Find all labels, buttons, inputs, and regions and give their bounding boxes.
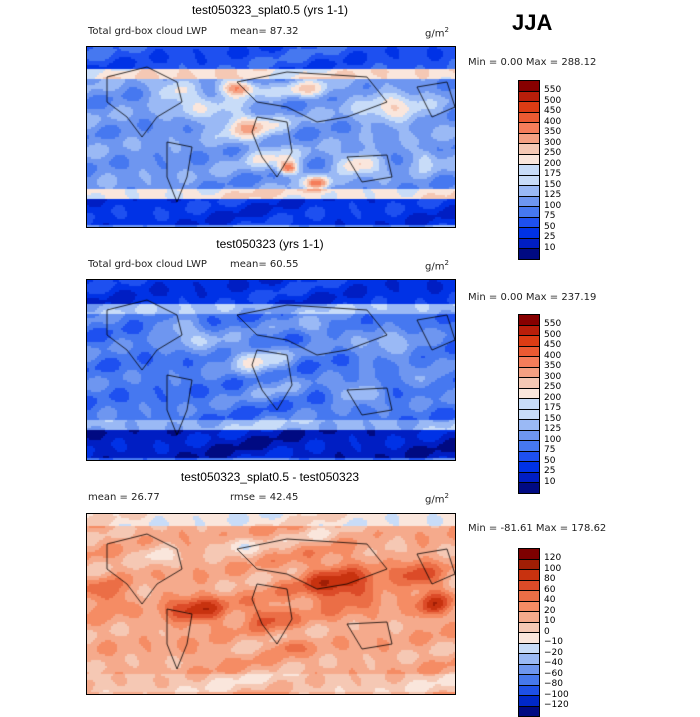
colorbar-tick-label: 10 <box>544 478 555 487</box>
colorbar-tick-label: 200 <box>544 394 561 403</box>
colorbar-tick-label: 125 <box>544 191 561 200</box>
panel-1-units-exp: 2 <box>444 26 448 34</box>
panel-1-field-canvas <box>87 47 455 227</box>
colorbar-tick-label: 100 <box>544 436 561 445</box>
colorbar-tick-label: −80 <box>544 680 563 689</box>
panel-2-map <box>86 279 456 461</box>
colorbar-tick-label: 20 <box>544 607 555 616</box>
panel-3-minmax: Min = -81.61 Max = 178.62 <box>468 523 606 534</box>
panel-3-mean: mean = 26.77 <box>88 492 160 503</box>
colorbar-tick-label: 80 <box>544 575 555 584</box>
colorbar-tick-label: 25 <box>544 233 555 242</box>
panel-2-mean: mean= 60.55 <box>230 259 299 270</box>
panel-1-mean: mean= 87.32 <box>230 26 299 37</box>
colorbar-tick-label: 40 <box>544 596 555 605</box>
panel-1-units-base: g/m <box>425 28 444 39</box>
panel-2-minmax: Min = 0.00 Max = 237.19 <box>468 292 596 303</box>
colorbar-tick-label: 125 <box>544 425 561 434</box>
panel-2-units-exp: 2 <box>444 259 448 267</box>
colorbar-tick-label: 60 <box>544 586 555 595</box>
colorbar-tick-label: −60 <box>544 670 563 679</box>
colorbar-box <box>518 706 540 717</box>
panel-1-title: test050323_splat0.5 (yrs 1-1) <box>0 3 540 17</box>
colorbar-tick-label: 450 <box>544 107 561 116</box>
colorbar-tick-label: −120 <box>544 701 569 710</box>
panel-3-units-exp: 2 <box>444 492 448 500</box>
panel-2-units-base: g/m <box>425 261 444 272</box>
colorbar-tick-label: 200 <box>544 160 561 169</box>
colorbar-tick-label: −10 <box>544 638 563 647</box>
panel-3-title: test050323_splat0.5 - test050323 <box>0 470 540 484</box>
colorbar-tick-label: 550 <box>544 86 561 95</box>
colorbar-tick-label: −20 <box>544 649 563 658</box>
colorbar-tick-label: 75 <box>544 446 555 455</box>
panel-3-units: g/m2 <box>425 492 449 505</box>
colorbar-tick-label: 300 <box>544 373 561 382</box>
panel-3-rmse: rmse = 42.45 <box>230 492 298 503</box>
colorbar-tick-label: −40 <box>544 659 563 668</box>
colorbar-tick-label: 150 <box>544 181 561 190</box>
colorbar-tick-label: 10 <box>544 617 555 626</box>
colorbar-tick-label: 0 <box>544 628 550 637</box>
panel-2-units: g/m2 <box>425 259 449 272</box>
panel-3-units-base: g/m <box>425 494 444 505</box>
colorbar-tick-label: 350 <box>544 128 561 137</box>
colorbar-tick-label: 400 <box>544 118 561 127</box>
colorbar-tick-label: 175 <box>544 404 561 413</box>
colorbar-tick-label: 500 <box>544 331 561 340</box>
colorbar-tick-label: 50 <box>544 223 555 232</box>
colorbar-tick-label: 175 <box>544 170 561 179</box>
colorbar-tick-label: 100 <box>544 202 561 211</box>
colorbar-tick-label: 250 <box>544 149 561 158</box>
colorbar-tick-label: 150 <box>544 415 561 424</box>
panel-2-title: test050323 (yrs 1-1) <box>0 237 540 251</box>
panel-1-field-label: Total grd-box cloud LWP <box>88 26 207 37</box>
colorbar-tick-label: 50 <box>544 457 555 466</box>
colorbar-tick-label: 10 <box>544 244 555 253</box>
panel-2-field-canvas <box>87 280 455 460</box>
colorbar-tick-label: 300 <box>544 139 561 148</box>
panel-1-units: g/m2 <box>425 26 449 39</box>
colorbar-tick-label: 25 <box>544 467 555 476</box>
panel-3-field-canvas <box>87 514 455 694</box>
colorbar-tick-label: 350 <box>544 362 561 371</box>
panel-1-map <box>86 46 456 228</box>
colorbar-tick-label: 75 <box>544 212 555 221</box>
colorbar-tick-label: −100 <box>544 691 569 700</box>
colorbar-tick-label: 250 <box>544 383 561 392</box>
panel-1-minmax: Min = 0.00 Max = 288.12 <box>468 57 596 68</box>
colorbar-tick-label: 120 <box>544 554 561 563</box>
panel-2-field-label: Total grd-box cloud LWP <box>88 259 207 270</box>
colorbar-tick-label: 450 <box>544 341 561 350</box>
colorbar-tick-label: 550 <box>544 320 561 329</box>
panel-3-map <box>86 513 456 695</box>
colorbar-tick-label: 400 <box>544 352 561 361</box>
colorbar-tick-label: 500 <box>544 97 561 106</box>
colorbar-tick-label: 100 <box>544 565 561 574</box>
